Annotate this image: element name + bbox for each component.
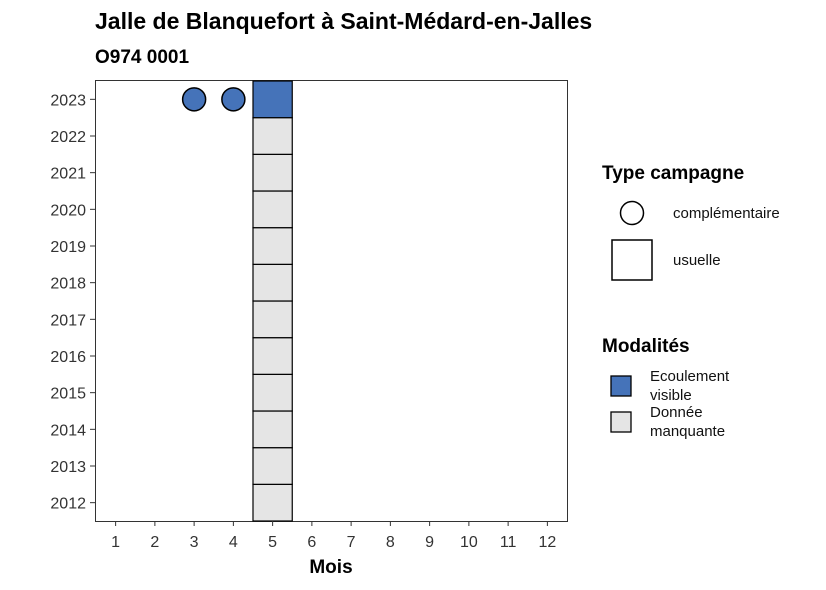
data-cell-2020-5 bbox=[252, 190, 293, 229]
y-tick-label: 2023 bbox=[50, 92, 86, 109]
y-tick-label: 2015 bbox=[50, 386, 86, 403]
data-point-2023-3 bbox=[181, 87, 207, 112]
data-cell-2014-5 bbox=[252, 410, 293, 449]
x-tick-label: 2 bbox=[150, 534, 159, 551]
x-tick-label: 9 bbox=[425, 534, 434, 551]
x-tick-label: 4 bbox=[229, 534, 238, 551]
chart-marks bbox=[181, 80, 293, 522]
y-tick-label: 2018 bbox=[50, 276, 86, 293]
legend-modality-label: visible bbox=[650, 387, 692, 404]
data-cell-2021-5 bbox=[252, 153, 293, 192]
data-cell-2016-5 bbox=[252, 337, 293, 375]
legend-modality-title: Modalités bbox=[602, 336, 690, 357]
plot-panel bbox=[95, 80, 568, 522]
chart-subtitle: O974 0001 bbox=[95, 47, 189, 68]
x-tick-label: 1 bbox=[111, 534, 120, 551]
legend: Type campagne complémentaire usuelle Moda… bbox=[602, 163, 780, 440]
legend-modality-label: Donnée bbox=[650, 404, 703, 421]
data-cell-2019-5 bbox=[252, 227, 293, 265]
legend-square-key bbox=[611, 239, 653, 281]
x-tick-label: 5 bbox=[268, 534, 277, 551]
data-point-2023-4 bbox=[221, 87, 246, 112]
y-tick-label: 2022 bbox=[50, 129, 86, 146]
data-cell-2013-5 bbox=[252, 447, 293, 485]
legend-modality-label: Ecoulement bbox=[650, 368, 730, 385]
chart-title: Jalle de Blanquefort à Saint-Médard-en-J… bbox=[95, 8, 592, 34]
legend-campaign-label: usuelle bbox=[673, 252, 721, 269]
y-tick-label: 2013 bbox=[50, 459, 86, 476]
legend-modality-key bbox=[610, 375, 632, 397]
data-cell-2017-5 bbox=[252, 300, 293, 339]
y-axis: 2012 2013 2014 2015 2016 2017 2018 2019 2020 2021… bbox=[50, 92, 95, 513]
x-tick-label: 8 bbox=[386, 534, 395, 551]
legend-modality-label: manquante bbox=[650, 423, 725, 440]
data-cell-2023-5 bbox=[252, 80, 293, 119]
y-tick-label: 2021 bbox=[50, 166, 86, 183]
data-cell-2022-5 bbox=[252, 117, 293, 155]
x-tick-label: 3 bbox=[190, 534, 199, 551]
legend-circle-key bbox=[619, 200, 645, 226]
x-axis-label: Mois bbox=[309, 557, 352, 578]
y-tick-label: 2014 bbox=[50, 422, 86, 439]
legend-campaign-label: complémentaire bbox=[673, 205, 780, 222]
data-cell-2012-5 bbox=[252, 483, 293, 522]
x-tick-label: 7 bbox=[347, 534, 356, 551]
y-tick-label: 2017 bbox=[50, 312, 86, 329]
y-tick-label: 2012 bbox=[50, 496, 86, 513]
x-tick-label: 11 bbox=[500, 534, 517, 551]
y-tick-label: 2016 bbox=[50, 349, 86, 366]
x-tick-label: 10 bbox=[460, 534, 478, 551]
data-cell-2018-5 bbox=[252, 263, 293, 302]
y-tick-label: 2019 bbox=[50, 239, 86, 256]
x-tick-label: 12 bbox=[538, 534, 556, 551]
data-cell-2015-5 bbox=[252, 373, 293, 412]
legend-modality-key bbox=[610, 411, 632, 433]
x-axis: 1 2 3 4 5 6 7 8 9 10 11 12 bbox=[111, 521, 556, 551]
legend-campaign-title: Type campagne bbox=[602, 163, 744, 184]
x-tick-label: 6 bbox=[307, 534, 316, 551]
y-tick-label: 2020 bbox=[50, 202, 86, 219]
